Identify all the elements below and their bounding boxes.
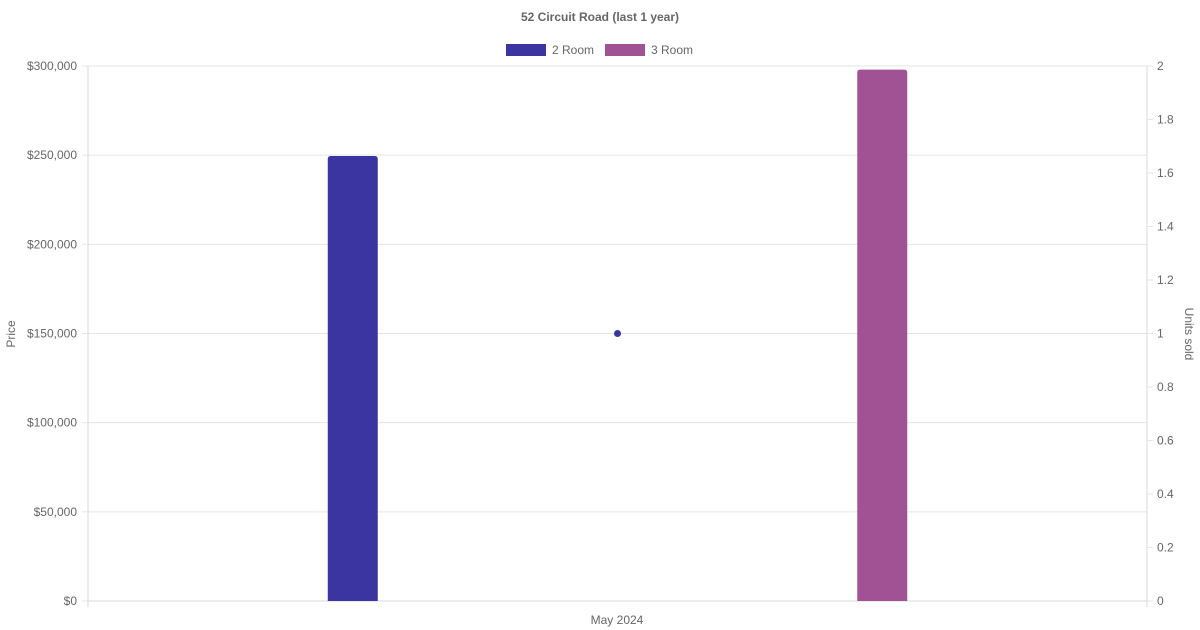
y2-axis-title: Units sold — [1182, 308, 1196, 361]
legend-swatch-3-room[interactable] — [605, 44, 645, 56]
bar-2-room[interactable] — [327, 156, 378, 601]
points — [614, 330, 621, 337]
grid-lines — [82, 65, 1148, 607]
y-axis-ticks: $0 $50,000 $100,000 $150,000 $200,000 $250,00… — [27, 59, 77, 608]
y-axis-title: Price — [4, 320, 18, 348]
chart-title: 52 Circuit Road (last 1 year) — [521, 10, 679, 24]
x-tick-label: May 2024 — [591, 613, 644, 627]
y2-tick-label: 0.6 — [1157, 434, 1174, 448]
y2-tick-label: 1.2 — [1157, 273, 1174, 287]
legend-label-3-room: 3 Room — [651, 43, 693, 57]
units-sold-point[interactable] — [614, 330, 621, 337]
bar-3-room[interactable] — [857, 69, 908, 602]
y2-tick-label: 1.8 — [1157, 113, 1174, 127]
y-tick-label: $250,000 — [27, 148, 77, 162]
y2-tick-label: 0.2 — [1157, 541, 1174, 555]
bars — [327, 69, 908, 602]
y2-axis-ticks: 0 0.2 0.4 0.6 0.8 1 1.2 1.4 1.6 1.8 2 — [1147, 59, 1174, 608]
legend-swatch-2-room[interactable] — [506, 44, 546, 56]
y2-tick-label: 1 — [1157, 327, 1164, 341]
legend-label-2-room: 2 Room — [552, 43, 594, 57]
y2-tick-label: 0 — [1157, 594, 1164, 608]
y2-tick-label: 2 — [1157, 59, 1164, 73]
legend: 2 Room 3 Room — [506, 43, 693, 57]
y2-tick-label: 0.4 — [1157, 487, 1174, 501]
y2-tick-label: 1.6 — [1157, 166, 1174, 180]
y-tick-label: $100,000 — [27, 416, 77, 430]
y-tick-label: $0 — [64, 594, 78, 608]
y2-tick-label: 0.8 — [1157, 380, 1174, 394]
y-tick-label: $150,000 — [27, 327, 77, 341]
y-tick-label: $300,000 — [27, 59, 77, 73]
y-tick-label: $200,000 — [27, 237, 77, 251]
y-tick-label: $50,000 — [34, 505, 78, 519]
y2-tick-label: 1.4 — [1157, 220, 1174, 234]
